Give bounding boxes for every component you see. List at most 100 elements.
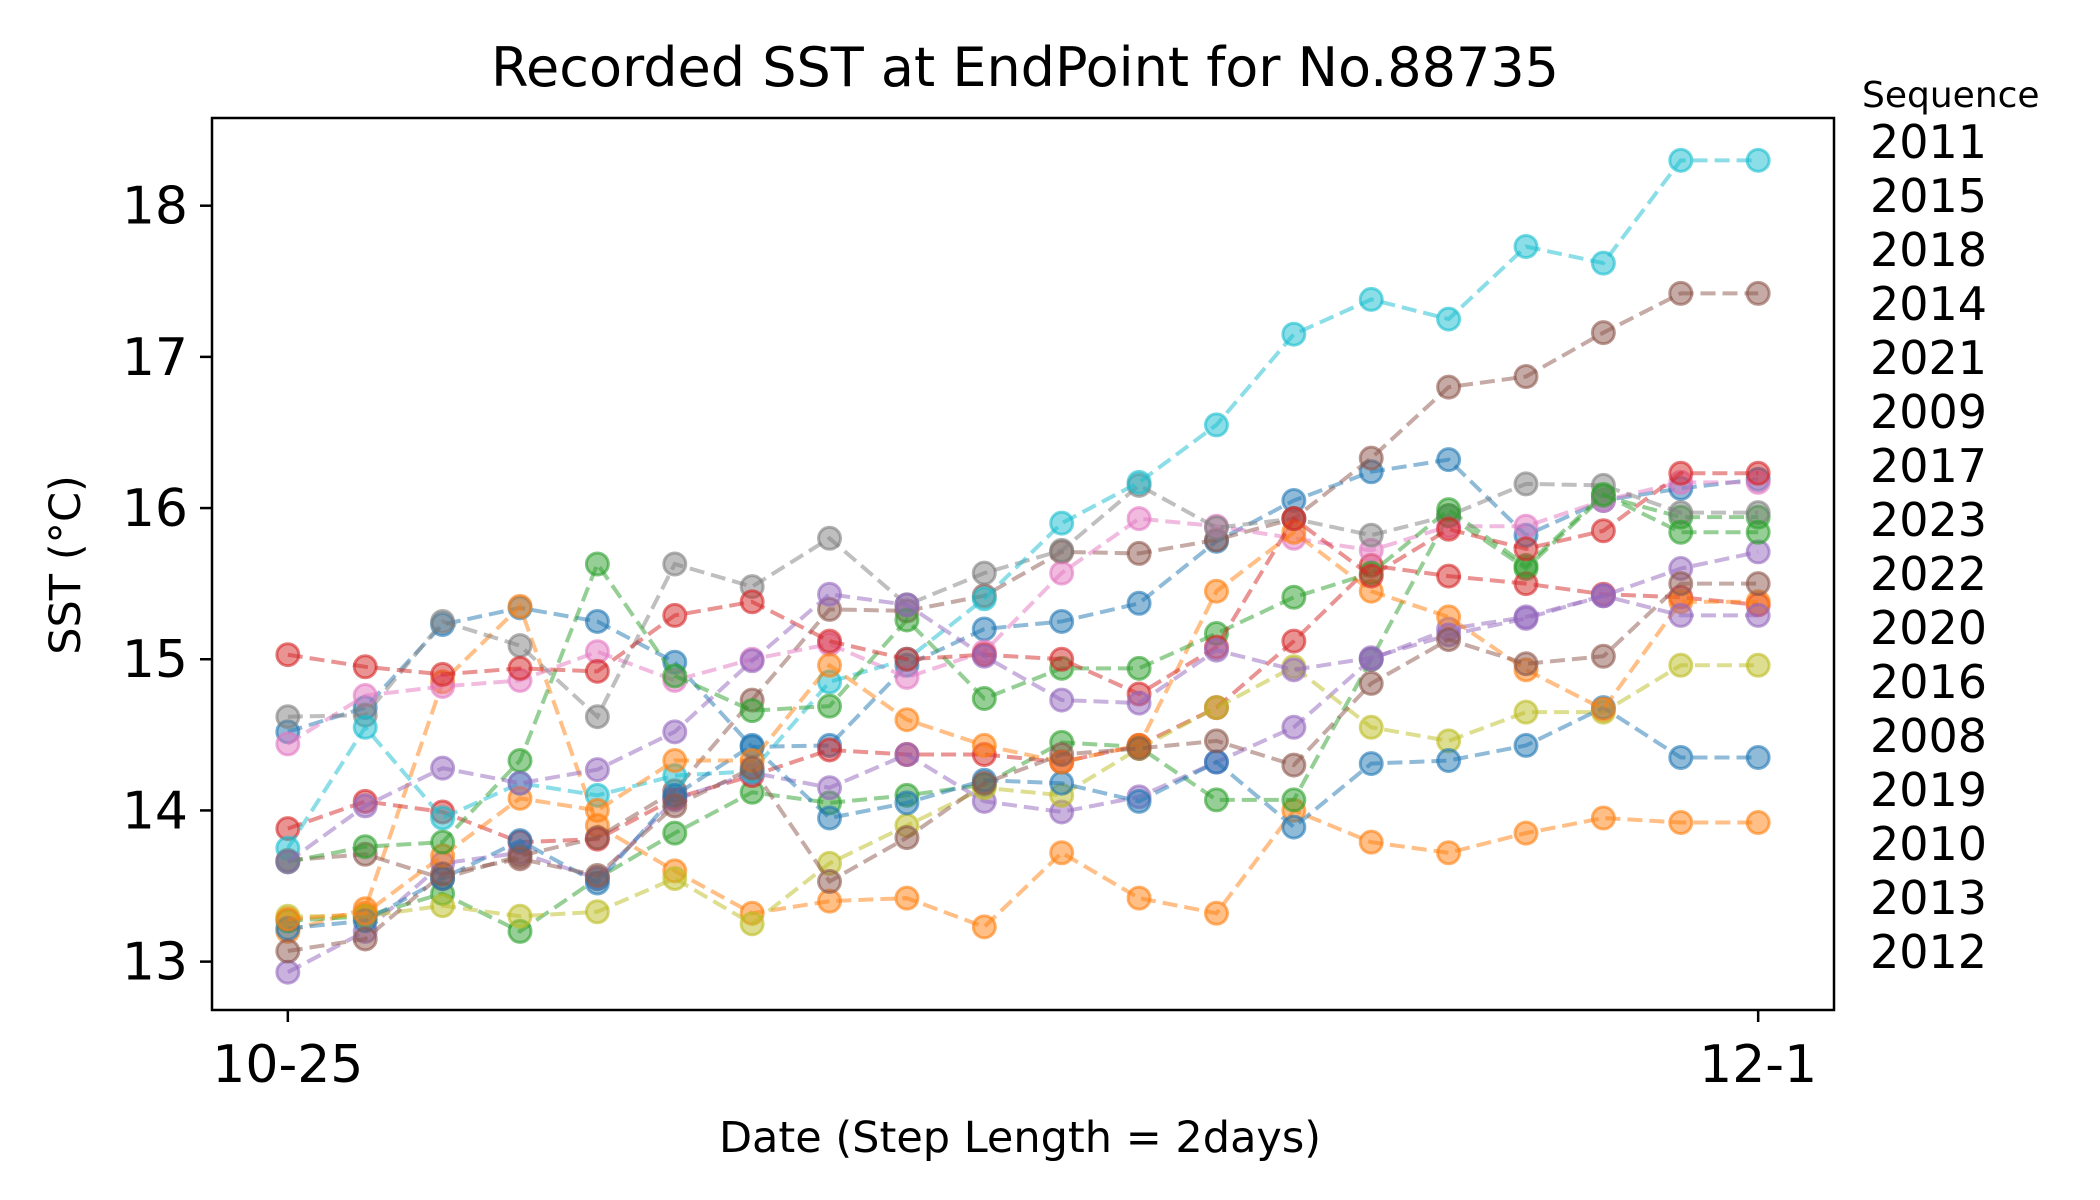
data-point: [662, 663, 688, 689]
series-line: [287, 602, 1759, 934]
series-line: [287, 457, 1759, 749]
data-point: [739, 648, 765, 674]
data-point: [1745, 745, 1771, 771]
data-point: [584, 704, 610, 730]
y-tick-label: 17: [122, 328, 188, 388]
legend-entry: 2017: [1870, 439, 1987, 493]
data-point: [971, 560, 997, 586]
data-point: [1281, 321, 1307, 347]
y-tick-label: 18: [122, 177, 188, 237]
series-line: [286, 158, 1759, 850]
series-line: [287, 471, 1759, 697]
data-point: [662, 602, 688, 628]
data-point: [1126, 590, 1152, 616]
data-point: [1513, 605, 1539, 631]
data-point: [1668, 460, 1694, 486]
data-point: [507, 903, 533, 929]
data-point: [352, 793, 378, 819]
plot-frame: [210, 116, 1836, 1012]
data-point: [1358, 445, 1384, 471]
data-point: [1126, 506, 1152, 532]
data-point: [971, 914, 997, 940]
data-point: [1436, 748, 1462, 774]
x-tick-label: 12-1: [1699, 1035, 1817, 1095]
data-point: [894, 885, 920, 911]
data-point: [1203, 578, 1229, 604]
data-point: [1513, 234, 1539, 260]
data-point: [352, 834, 378, 860]
data-point: [1745, 147, 1771, 173]
data-point: [1590, 250, 1616, 276]
data-point: [1436, 374, 1462, 400]
data-point: [275, 906, 301, 932]
data-point: [1358, 714, 1384, 740]
data-point: [894, 825, 920, 851]
data-point: [507, 846, 533, 872]
legend-entry: 2008: [1870, 709, 1987, 763]
series-line: [287, 492, 1759, 864]
data-point: [1590, 583, 1616, 609]
data-point: [275, 704, 301, 730]
data-point: [1281, 506, 1307, 532]
chart-title: Recorded SST at EndPoint for No.88735: [491, 36, 1559, 99]
data-point: [1049, 560, 1075, 586]
legend-entry: 2023: [1870, 493, 1987, 547]
data-point: [1436, 627, 1462, 653]
data-point: [430, 661, 456, 687]
legend-entry: 2020: [1870, 601, 1987, 655]
data-point: [817, 693, 843, 719]
data-point: [1126, 540, 1152, 566]
data-point: [1049, 840, 1075, 866]
data-point: [1203, 900, 1229, 926]
data-point: [894, 741, 920, 767]
data-point: [1436, 447, 1462, 473]
data-point: [1358, 563, 1384, 589]
data-point: [662, 551, 688, 577]
data-point: [1668, 147, 1694, 173]
data-point: [1126, 735, 1152, 761]
data-point: [1590, 696, 1616, 722]
legend: 2011201520182014202120092017202320222020…: [1870, 115, 1987, 979]
data-point: [584, 757, 610, 783]
series-line: [287, 563, 1759, 845]
data-point: [1358, 522, 1384, 548]
y-tick-label: 15: [122, 630, 188, 690]
data-point: [430, 861, 456, 887]
data-point: [1281, 584, 1307, 610]
data-point: [1203, 695, 1229, 721]
data-point: [1203, 412, 1229, 438]
data-point: [1281, 752, 1307, 778]
data-point: [1281, 628, 1307, 654]
series-line: [286, 592, 1759, 864]
data-point: [1049, 510, 1075, 536]
data-point: [1436, 840, 1462, 866]
data-point: [584, 825, 610, 851]
data-point: [662, 748, 688, 774]
data-point: [894, 592, 920, 618]
legend-entry: 2014: [1870, 277, 1987, 331]
data-point: [1203, 749, 1229, 775]
data-point: [1358, 286, 1384, 312]
data-point: [817, 652, 843, 678]
data-point: [662, 865, 688, 891]
data-point: [1203, 787, 1229, 813]
x-tick-label: 10-25: [212, 1035, 363, 1095]
series-line: [287, 291, 1759, 881]
data-point: [739, 755, 765, 781]
data-point: [1436, 306, 1462, 332]
data-point: [1745, 652, 1771, 678]
data-point: [507, 593, 533, 619]
data-point: [352, 714, 378, 740]
series-line: [286, 480, 1759, 746]
data-point: [1281, 714, 1307, 740]
legend-entry: 2022: [1870, 547, 1987, 601]
data-point: [1745, 280, 1771, 306]
data-point: [1745, 602, 1771, 628]
legend-title: Sequence: [1862, 75, 2040, 116]
data-point: [275, 959, 301, 985]
data-point: [1745, 810, 1771, 836]
data-point: [1049, 646, 1075, 672]
data-point: [430, 829, 456, 855]
data-point: [584, 862, 610, 888]
